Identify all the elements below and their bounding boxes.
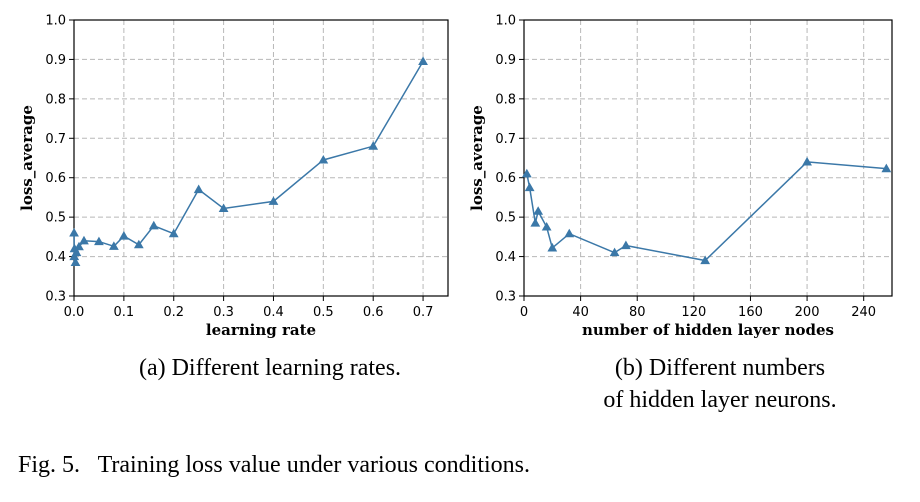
figure-caption: Fig. 5. Training loss value under variou… [18, 452, 530, 478]
data-point [609, 247, 620, 257]
data-point [881, 163, 892, 173]
y-tick-label: 0.6 [45, 171, 66, 186]
y-tick-label: 1.0 [45, 14, 66, 29]
data-point [418, 56, 428, 65]
x-tick-label: 0.0 [64, 305, 85, 320]
x-tick-label: 0.3 [213, 305, 234, 320]
y-tick-label: 0.8 [45, 92, 66, 107]
x-tick-label: 200 [795, 305, 820, 320]
data-point [700, 255, 711, 265]
x-axis-title: number of hidden layer nodes [582, 321, 834, 339]
y-tick-label: 0.8 [495, 92, 516, 107]
data-point [521, 168, 532, 178]
x-tick-label: 0 [520, 305, 528, 320]
data-point [218, 203, 229, 213]
data-point [109, 241, 119, 250]
x-tick-label: 0.6 [363, 305, 384, 320]
data-point [318, 154, 329, 164]
x-axis-title: learning rate [206, 321, 316, 339]
y-tick-label: 0.3 [45, 290, 66, 305]
data-point [541, 221, 552, 231]
series-line [526, 161, 887, 262]
y-tick-label: 0.4 [495, 250, 516, 265]
data-point [70, 257, 81, 267]
x-tick-label: 80 [629, 305, 646, 320]
y-tick-label: 0.5 [495, 211, 516, 226]
data-point [71, 247, 82, 257]
data-point [69, 227, 79, 237]
x-tick-label: 0.4 [263, 305, 284, 320]
chart-hidden-layer-nodes: 0.3 0.4 0.5 0.6 0.7 0.8 0.9 1.0 0 40 80 120 160 200 24… [468, 14, 893, 339]
data-point [148, 220, 159, 230]
data-point [133, 239, 144, 249]
y-axis-title: loss_average [468, 105, 486, 211]
data-point [79, 235, 89, 245]
charts-canvas: 0.30.40.50.60.70.80.91.00.0 0.1 0.2 0.3 0.4 0… [18, 14, 893, 339]
data-point [564, 228, 575, 238]
series-line [73, 61, 424, 263]
y-tick-label: 0.3 [495, 290, 516, 305]
data-point [193, 184, 204, 194]
data-point [168, 228, 179, 238]
chart-learning-rate: 0.3 0.4 0.5 0.6 0.7 0.8 0.9 1.0 0.0 0.1 0.2 0.3 0.4 0… [18, 14, 449, 339]
y-tick-label: 1.0 [495, 14, 516, 29]
data-point [268, 196, 279, 205]
data-point [802, 156, 812, 166]
y-tick-label: 0.9 [45, 53, 66, 68]
caption-b: (b) Different numbers of hidden layer ne… [603, 355, 837, 413]
y-tick-label: 0.9 [495, 53, 516, 68]
data-point [547, 242, 558, 252]
y-tick-label: 0.6 [495, 171, 516, 186]
y-tick-label: 0.7 [45, 132, 66, 147]
y-tick-label: 0.7 [495, 132, 516, 147]
plot-frame [523, 19, 893, 297]
x-tick-label: 240 [851, 305, 876, 320]
data-point [94, 236, 104, 246]
y-tick-label: 0.4 [45, 250, 66, 265]
data-point [74, 241, 84, 251]
y-axis-title: loss_average [18, 105, 36, 211]
x-tick-label: 0.2 [163, 305, 184, 320]
x-tick-label: 120 [681, 305, 706, 320]
data-point [118, 231, 129, 240]
data-point [368, 141, 379, 150]
data-point [621, 240, 631, 250]
y-tick-label: 0.5 [45, 211, 66, 226]
data-point [533, 206, 544, 215]
caption-a: (a) Different learning rates. [138, 355, 402, 381]
plot-frame [73, 19, 449, 297]
x-tick-label: 40 [572, 305, 589, 320]
data-point [530, 218, 541, 227]
x-tick-label: 0.7 [413, 305, 434, 320]
x-tick-label: 160 [738, 305, 763, 320]
x-tick-label: 0.1 [114, 305, 135, 320]
data-point [524, 182, 535, 192]
x-tick-label: 0.5 [313, 305, 334, 320]
